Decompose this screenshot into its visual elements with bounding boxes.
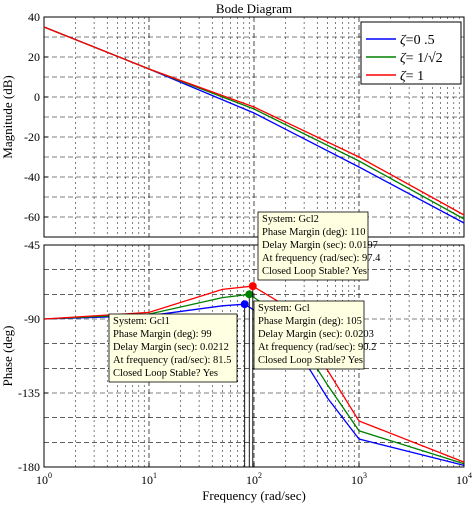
annotation-gcl2-frequency: At frequency (rad/sec): 97.4 [262, 253, 381, 264]
frequency-tick-label: 100 [36, 471, 52, 487]
magnitude-y-tick-label: -60 [24, 210, 40, 224]
phase-y-tick-label: -180 [18, 460, 40, 474]
annotation-gcl: System: Gcl Phase Margin (deg): 105 Dela… [253, 300, 376, 370]
annotation-gcl2-stable: Closed Loop Stable? Yes [262, 266, 367, 277]
annotation-gcl-delay-margin: Delay Margin (sec): 0.0203 [258, 329, 374, 340]
annotation-gcl2-box [257, 211, 369, 281]
magnitude-series [43, 26, 465, 224]
phase-margin-markers [240, 282, 257, 467]
phase-margin-marker-1[interactable] [240, 300, 249, 309]
phase-y-tick-label: -45 [24, 238, 40, 252]
frequency-ticks: 100 101 102 103 104 [36, 463, 472, 487]
legend: ζ=0 .5 ζ= 1/√2 ζ= 1 [360, 21, 462, 85]
annotation-gcl-frequency: At frequency (rad/sec): 90.2 [258, 342, 376, 353]
phase-plot: -45 -90 -135 -180 [18, 238, 465, 474]
magnitude-y-ticks: 40 20 0 -20 -40 -60 [24, 10, 48, 224]
magnitude-y-tick-label: 0 [34, 90, 40, 104]
phase-margin-marker-3[interactable] [248, 282, 257, 291]
annotation-gcl2-delay-margin: Delay Margin (sec): 0.0197 [262, 240, 378, 251]
annotation-gcl1-system: System: Gcl1 [113, 316, 170, 327]
legend-label-zeta-1: ζ= 1 [400, 69, 424, 84]
annotation-gcl1-stable: Closed Loop Stable? Yes [113, 368, 218, 379]
annotation-gcl2-phase-margin: Phase Margin (deg): 110 [262, 227, 366, 238]
legend-box [360, 21, 462, 85]
frequency-tick-label: 103 [351, 471, 367, 487]
annotation-gcl-box [253, 300, 365, 370]
magnitude-series-line-3 [43, 26, 465, 216]
annotation-gcl-phase-margin: Phase Margin (deg): 105 [258, 316, 362, 327]
phase-y-tick-label: -135 [18, 386, 40, 400]
frequency-tick-label: 101 [141, 471, 157, 487]
magnitude-y-tick-label: 20 [28, 50, 40, 64]
magnitude-y-tick-label: 40 [28, 10, 40, 24]
annotation-gcl1-frequency: At frequency (rad/sec): 81.5 [113, 355, 231, 366]
annotation-gcl-stable: Closed Loop Stable? Yes [258, 355, 363, 366]
phase-series-line-3 [43, 285, 465, 463]
annotation-gcl1: System: Gcl1 Phase Margin (deg): 99 Dela… [108, 313, 238, 383]
legend-label-zeta-1-over-root2: ζ= 1/√2 [400, 51, 443, 66]
annotation-gcl2-system: System: Gcl2 [262, 214, 319, 225]
annotation-gcl1-delay-margin: Delay Margin (sec): 0.0212 [113, 342, 229, 353]
legend-label-zeta-05: ζ=0 .5 [400, 33, 435, 48]
annotation-gcl-system: System: Gcl [258, 303, 310, 314]
annotation-gcl1-phase-margin: Phase Margin (deg): 99 [113, 329, 212, 340]
phase-y-tick-label: -90 [24, 312, 40, 326]
magnitude-y-tick-label: -20 [24, 130, 40, 144]
phase-margin-marker-2[interactable] [245, 290, 254, 299]
phase-axis-label: Phase (deg) [0, 325, 15, 386]
frequency-axis-label: Frequency (rad/sec) [202, 488, 306, 503]
annotation-gcl1-box [108, 313, 238, 383]
phase-y-ticks: -45 -90 -135 -180 [18, 238, 48, 474]
frequency-tick-label: 102 [246, 471, 262, 487]
annotation-gcl2: System: Gcl2 Phase Margin (deg): 110 Del… [257, 211, 381, 281]
magnitude-y-tick-label: -40 [24, 170, 40, 184]
frequency-tick-label: 104 [456, 471, 472, 487]
magnitude-axis-label: Magnitude (dB) [0, 75, 15, 158]
chart-title: Bode Diagram [216, 1, 292, 16]
